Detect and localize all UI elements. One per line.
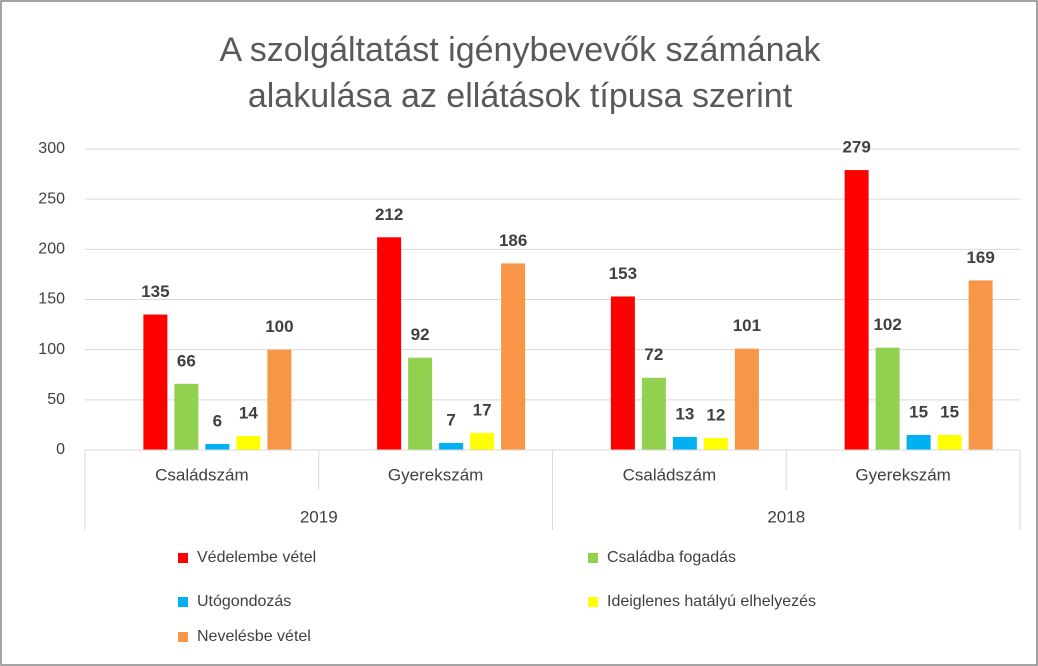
y-tick-label: 250 [38, 190, 65, 207]
legend-marker [588, 553, 598, 563]
bar [641, 377, 666, 450]
bar [734, 348, 759, 450]
legend-label: Nevelésbe vétel [197, 628, 311, 645]
bar [968, 280, 993, 450]
x-tick-label: Gyerekszám [388, 465, 483, 484]
y-tick-label: 100 [38, 341, 65, 358]
data-label: 66 [177, 351, 196, 370]
group-label: 2018 [767, 507, 805, 526]
x-tick-label: Családszám [623, 465, 717, 484]
data-label: 15 [909, 402, 928, 421]
y-tick-label: 150 [38, 291, 65, 308]
data-label: 14 [239, 403, 258, 422]
data-label: 72 [644, 345, 663, 364]
bar [174, 383, 199, 450]
data-label: 135 [141, 282, 169, 301]
bar [205, 443, 230, 450]
data-label: 17 [473, 400, 492, 419]
legend-marker [178, 597, 188, 607]
bar [377, 237, 402, 450]
bar [672, 436, 697, 450]
bar [470, 432, 495, 450]
bar [844, 170, 869, 450]
data-label: 12 [706, 405, 725, 424]
group-label: 2019 [300, 507, 338, 526]
bar [610, 296, 635, 450]
data-label: 186 [499, 231, 527, 250]
bar [906, 434, 931, 450]
chart-title: A szolgáltatást igénybevevők számának [219, 31, 821, 69]
bar [501, 263, 526, 450]
legend-label: Védelembe vétel [197, 549, 316, 566]
data-label: 102 [873, 315, 901, 334]
x-tick-label: Családszám [155, 465, 249, 484]
chart-title: alakulása az ellátások típusa szerint [248, 77, 793, 115]
data-label: 15 [940, 402, 959, 421]
legend-marker [178, 632, 188, 642]
data-label: 212 [375, 205, 403, 224]
y-tick-label: 50 [47, 391, 65, 408]
legend-label: Utógondozás [197, 593, 291, 610]
data-label: 279 [842, 138, 870, 157]
y-tick-label: 0 [56, 441, 65, 458]
bar [937, 434, 962, 450]
bar [408, 357, 433, 450]
bar [267, 349, 292, 450]
legend-label: Családba fogadás [607, 549, 736, 566]
data-label: 100 [265, 317, 293, 336]
data-label: 6 [213, 411, 222, 430]
bar [875, 347, 900, 450]
legend-marker [178, 553, 188, 563]
bar [143, 314, 168, 450]
y-tick-label: 200 [38, 241, 65, 258]
bar [703, 437, 728, 450]
legend-marker [588, 597, 598, 607]
data-label: 7 [446, 410, 455, 429]
data-label: 13 [675, 404, 694, 423]
bar [439, 442, 464, 450]
y-tick-label: 300 [38, 140, 65, 157]
x-tick-label: Gyerekszám [855, 465, 950, 484]
bar [236, 435, 261, 450]
data-label: 169 [966, 248, 994, 267]
data-label: 101 [733, 316, 761, 335]
legend-label: Ideiglenes hatályú elhelyezés [607, 593, 816, 610]
data-label: 153 [609, 264, 637, 283]
data-label: 92 [411, 325, 430, 344]
